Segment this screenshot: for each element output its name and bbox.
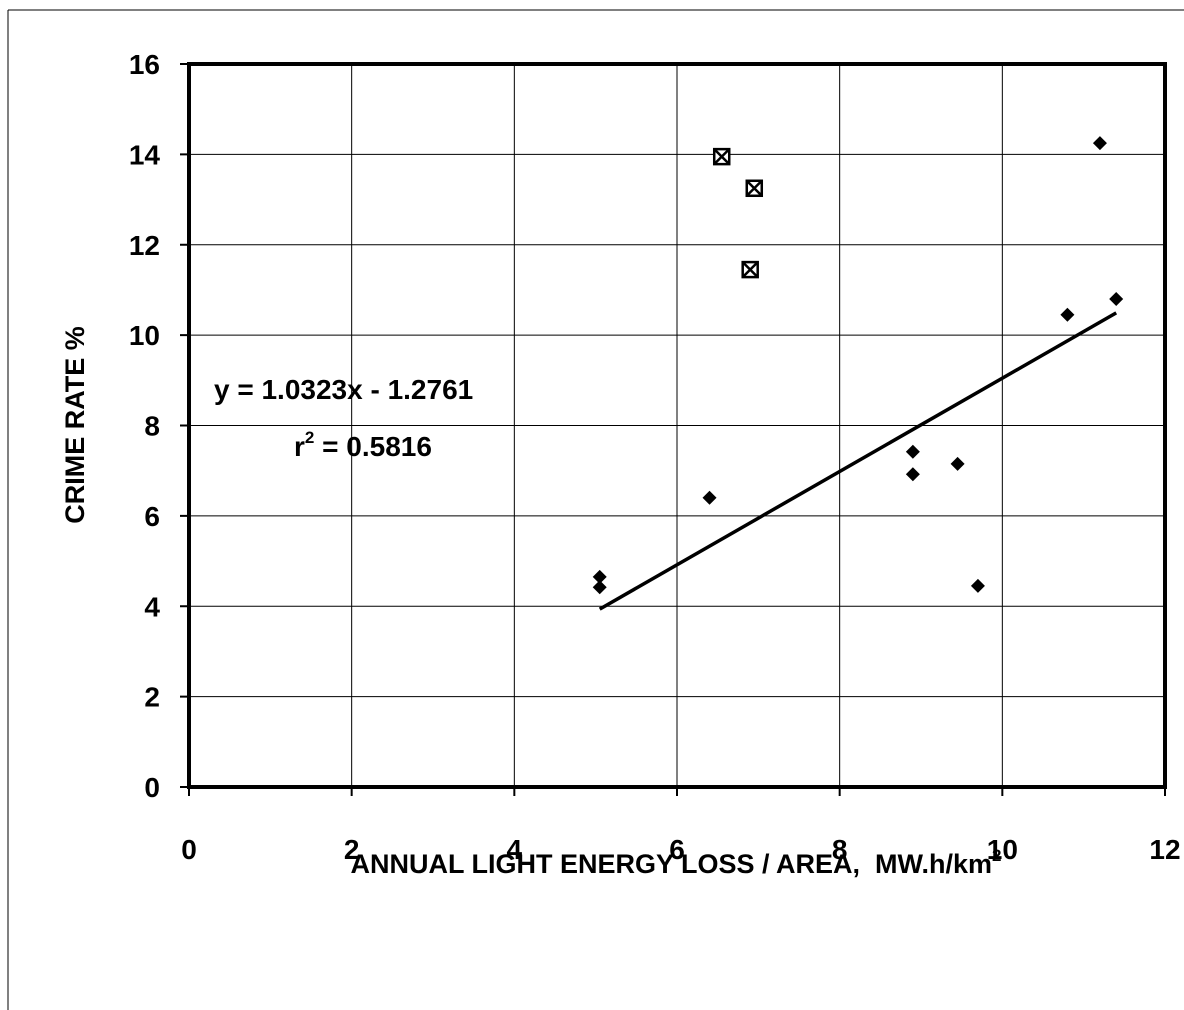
y-axis-label: CRIME RATE %	[60, 326, 90, 524]
diamond-point	[702, 490, 717, 505]
y-tick-label: 4	[144, 591, 160, 622]
diamond-point	[592, 580, 607, 595]
trendline-equation: y = 1.0323x - 1.2761	[214, 374, 473, 405]
x-tick-label: 8	[832, 834, 848, 865]
diamond-point	[905, 467, 920, 482]
diamond-point	[905, 444, 920, 459]
x-axis-label-superscript: 2	[992, 846, 1001, 865]
y-tick-label: 2	[144, 682, 160, 713]
x-tick-label: 0	[181, 834, 197, 865]
y-tick-label: 8	[144, 411, 160, 442]
diamond-point	[1109, 291, 1124, 306]
r2-prefix: r	[294, 431, 305, 462]
boxed-x-stroke	[745, 179, 763, 197]
r2-superscript: 2	[305, 428, 314, 447]
x-tick-label: 4	[507, 834, 523, 865]
y-tick-labels: 0 2 4 6 8 10 12 14 16	[129, 49, 161, 803]
x-tick-label: 12	[1149, 834, 1180, 865]
boxed-x-point	[745, 179, 764, 198]
x-tick-label: 2	[344, 834, 360, 865]
diamond-point	[1092, 136, 1107, 151]
trendline-group	[598, 311, 1118, 611]
y-tick-label: 10	[129, 320, 160, 351]
trendline	[598, 311, 1118, 611]
y-tick-label: 0	[144, 772, 160, 803]
diamond-point	[950, 456, 965, 471]
trendline-r2: r2 = 0.5816	[294, 428, 432, 462]
data-points	[592, 136, 1124, 595]
diamond-point	[592, 569, 607, 584]
y-tick-label: 6	[144, 501, 160, 532]
y-tick-label: 14	[129, 139, 161, 170]
diamond-point	[970, 578, 985, 593]
x-axis-label-main: ANNUAL LIGHT ENERGY LOSS / AREA, MW.h/km	[350, 849, 992, 879]
x-tick-labels: 0 2 4 6 8 10 12	[181, 834, 1180, 865]
x-tick-label: 6	[669, 834, 685, 865]
x-axis-label: ANNUAL LIGHT ENERGY LOSS / AREA, MW.h/km…	[350, 846, 1001, 879]
diamond-point	[1060, 307, 1075, 322]
boxed-x-stroke	[713, 148, 731, 166]
x-tick-label: 10	[987, 834, 1018, 865]
boxed-x-point	[741, 260, 759, 279]
y-tick-label: 16	[129, 49, 160, 80]
boxed-x-point	[712, 147, 731, 166]
grid-lines	[189, 64, 1165, 787]
plot-area-border	[187, 62, 1167, 789]
y-tick-label: 12	[129, 230, 160, 261]
boxed-x-stroke	[741, 261, 759, 278]
r2-value: = 0.5816	[314, 431, 432, 462]
tick-marks	[180, 63, 1166, 796]
